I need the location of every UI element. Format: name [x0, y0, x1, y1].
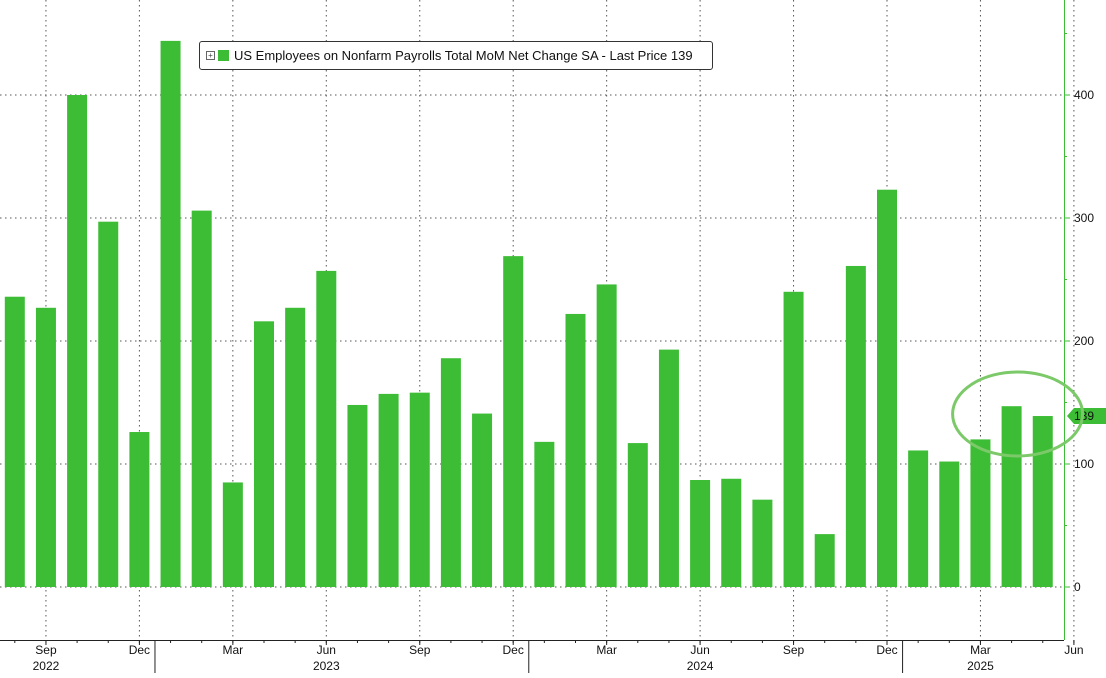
- last-price-tag: [1067, 408, 1106, 425]
- bar: [98, 221, 119, 587]
- year-label: 2022: [33, 659, 60, 673]
- bar: [191, 210, 212, 587]
- bar: [4, 296, 25, 587]
- bar: [814, 534, 835, 587]
- y-tick-label: 200: [1074, 334, 1094, 348]
- year-label: 2025: [967, 659, 994, 673]
- x-tick-label: Dec: [129, 643, 150, 657]
- bar: [316, 270, 337, 587]
- bar: [222, 482, 243, 587]
- last-price-label: 139: [1074, 409, 1094, 423]
- x-tick-label: Jun: [690, 643, 709, 657]
- x-tick-label: Jun: [317, 643, 336, 657]
- bar: [970, 439, 991, 587]
- bar: [1032, 416, 1053, 587]
- bar: [596, 284, 617, 587]
- bar: [378, 393, 399, 587]
- bar: [67, 95, 88, 587]
- year-label: 2024: [687, 659, 714, 673]
- bar: [845, 265, 866, 587]
- legend-swatch: [218, 50, 229, 61]
- bar: [285, 307, 306, 587]
- bar: [409, 392, 430, 587]
- bar: [160, 40, 181, 587]
- x-tick-label: Dec: [876, 643, 897, 657]
- bar: [877, 189, 897, 587]
- bars: [4, 40, 1053, 587]
- bar: [690, 479, 711, 587]
- x-tick-label: Jun: [1064, 643, 1083, 657]
- y-tick-label: 300: [1074, 211, 1094, 225]
- x-tick-label: Dec: [503, 643, 524, 657]
- bar: [254, 321, 274, 587]
- highlight-ellipse: [951, 370, 1085, 458]
- y-tick-label: 100: [1074, 457, 1094, 471]
- y-tick-label: 0: [1074, 580, 1081, 594]
- bar: [347, 404, 368, 587]
- x-tick-label: Mar: [223, 643, 244, 657]
- x-tick-label: Sep: [409, 643, 431, 657]
- bar: [908, 450, 929, 587]
- bar: [472, 413, 493, 587]
- bar: [440, 358, 461, 587]
- legend-expand-icon[interactable]: +: [206, 51, 215, 60]
- x-tick-label: Mar: [596, 643, 617, 657]
- bar: [783, 291, 804, 587]
- bar: [721, 478, 742, 587]
- bar: [752, 499, 773, 587]
- legend[interactable]: + US Employees on Nonfarm Payrolls Total…: [199, 41, 713, 70]
- annotations: 139: [951, 370, 1106, 458]
- x-tick-label: Sep: [783, 643, 805, 657]
- legend-label: US Employees on Nonfarm Payrolls Total M…: [234, 48, 693, 63]
- bar: [939, 461, 960, 587]
- y-tick-label: 400: [1074, 88, 1094, 102]
- bar: [627, 443, 648, 587]
- bar: [129, 432, 150, 587]
- bar: [503, 256, 524, 587]
- bar: [1001, 406, 1022, 587]
- bar: [565, 313, 586, 587]
- x-tick-label: Sep: [35, 643, 57, 657]
- x-tick-label: Mar: [970, 643, 991, 657]
- bar: [658, 349, 679, 587]
- year-label: 2023: [313, 659, 340, 673]
- bar: [534, 441, 555, 587]
- bar: [35, 307, 56, 587]
